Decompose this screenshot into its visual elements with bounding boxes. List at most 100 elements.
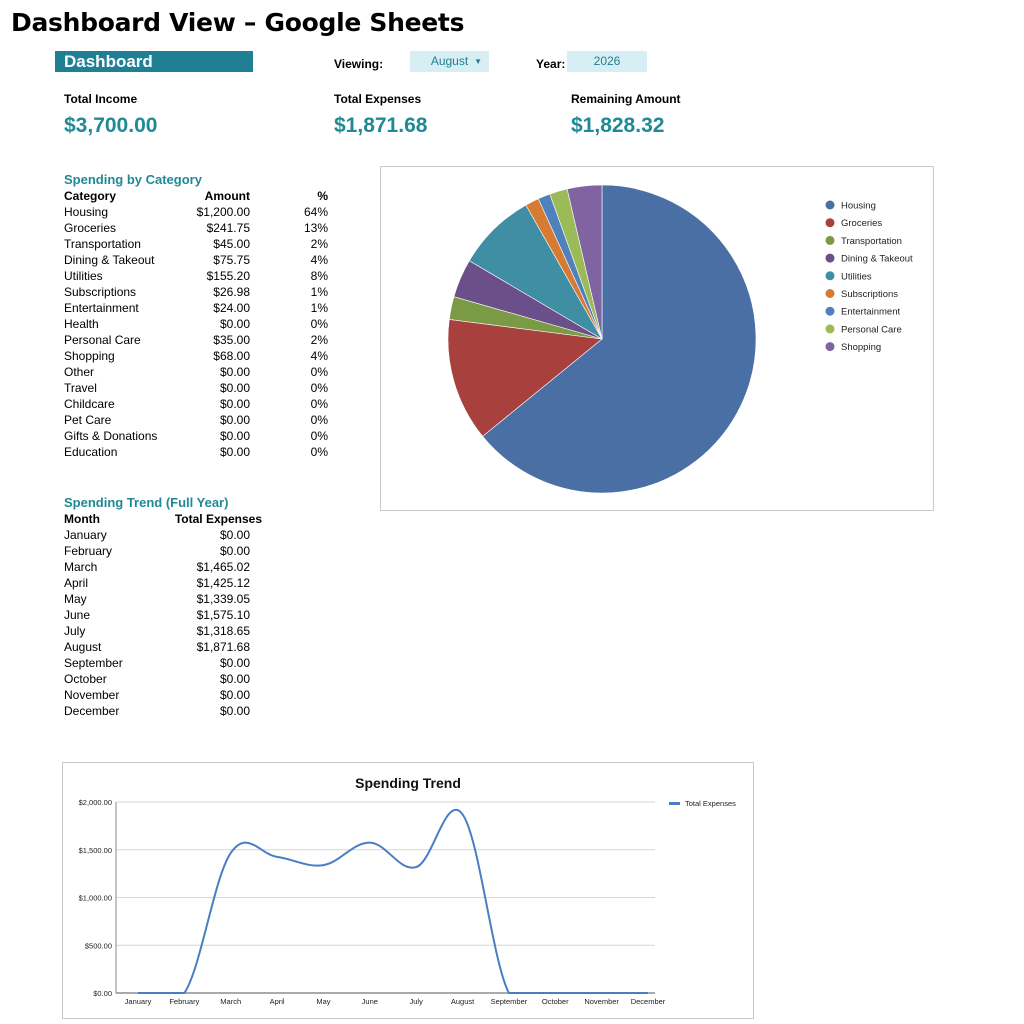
- category-amount: $24.00: [213, 301, 250, 315]
- category-name: Dining & Takeout: [64, 253, 155, 267]
- legend-marker: [825, 289, 835, 298]
- year-label: Year:: [536, 57, 566, 71]
- data-point: [183, 992, 185, 994]
- month-dropdown[interactable]: August ▼: [410, 51, 489, 72]
- trend-month: May: [64, 592, 87, 606]
- category-row: Housing $1,200.00 64%: [64, 204, 330, 220]
- data-point: [230, 852, 232, 854]
- percent-header: %: [317, 189, 328, 203]
- month-dropdown-value: August: [430, 54, 469, 68]
- legend-marker: [825, 200, 835, 210]
- x-tick-label: March: [220, 997, 241, 1006]
- category-percent: 0%: [310, 413, 328, 427]
- dashboard-banner: Dashboard: [55, 51, 253, 72]
- trend-value: $0.00: [219, 656, 250, 670]
- category-pie-chart: Housing Groceries Transportation Dining & T…: [380, 166, 934, 511]
- category-amount: $241.75: [206, 221, 250, 235]
- total-expenses-label: Total Expenses: [334, 92, 422, 106]
- trend-month: April: [64, 576, 89, 590]
- category-name: Shopping: [64, 349, 115, 363]
- category-percent: 0%: [310, 429, 328, 443]
- trend-row: September $0.00: [64, 655, 250, 671]
- legend-label: Transportation: [841, 236, 902, 247]
- pie-slice-shopping: [566, 184, 603, 340]
- pie-chart-svg: Housing Groceries Transportation Dining & T…: [447, 184, 913, 494]
- category-header: Category: [64, 189, 117, 203]
- category-percent: 4%: [310, 253, 328, 267]
- trend-row: December $0.00: [64, 703, 250, 719]
- trend-value: $0.00: [219, 528, 250, 542]
- trend-month: January: [64, 528, 107, 542]
- category-percent: 4%: [310, 349, 328, 363]
- legend-label: Total Expenses: [685, 799, 736, 808]
- trend-row: October $0.00: [64, 671, 250, 687]
- trend-month: October: [64, 672, 107, 686]
- trend-row: March $1,465.02: [64, 559, 250, 575]
- category-percent: 0%: [310, 365, 328, 379]
- x-tick-label: December: [631, 997, 666, 1006]
- trend-month: August: [64, 640, 102, 654]
- category-percent: 1%: [310, 285, 328, 299]
- trend-row: May $1,339.05: [64, 591, 250, 607]
- legend-label: Groceries: [841, 218, 882, 229]
- category-amount: $0.00: [219, 429, 250, 443]
- x-tick-label: April: [270, 997, 285, 1006]
- category-row: Transportation $45.00 2%: [64, 236, 330, 252]
- trend-month: December: [64, 704, 120, 718]
- category-amount: $0.00: [219, 397, 250, 411]
- category-amount: $0.00: [219, 317, 250, 331]
- category-name: Childcare: [64, 397, 115, 411]
- data-point: [462, 813, 464, 815]
- trend-row: November $0.00: [64, 687, 250, 703]
- trend-month: June: [64, 608, 91, 622]
- legend-label: Utilities: [841, 271, 872, 282]
- category-name: Housing: [64, 205, 109, 219]
- trend-value: $0.00: [219, 704, 250, 718]
- pie-slice-groceries: [447, 319, 603, 437]
- category-name: Transportation: [64, 237, 141, 251]
- data-point: [415, 866, 417, 868]
- data-point: [647, 992, 649, 994]
- category-percent: 0%: [310, 317, 328, 331]
- category-amount: $1,200.00: [196, 205, 250, 219]
- trend-value: $0.00: [219, 672, 250, 686]
- pie-slice-housing: [482, 184, 757, 494]
- trend-value: $1,575.10: [196, 608, 250, 622]
- legend-marker: [825, 218, 835, 228]
- trend-value: $1,871.68: [196, 640, 250, 654]
- data-point: [137, 992, 139, 994]
- category-row: Subscriptions $26.98 1%: [64, 284, 330, 300]
- category-amount: $35.00: [213, 333, 250, 347]
- remaining-amount-label: Remaining Amount: [571, 92, 681, 106]
- legend-marker: [825, 324, 835, 334]
- legend-label: Dining & Takeout: [841, 254, 913, 265]
- legend-marker: [825, 235, 835, 245]
- legend-marker: [825, 306, 835, 316]
- category-percent: 0%: [310, 397, 328, 411]
- line-legend: Total Expenses: [669, 799, 736, 808]
- category-name: Education: [64, 445, 118, 459]
- category-percent: 2%: [310, 237, 328, 251]
- year-input[interactable]: 2026: [567, 51, 647, 72]
- category-percent: 0%: [310, 381, 328, 395]
- trend-month: February: [64, 544, 113, 558]
- trend-row: February $0.00: [64, 543, 250, 559]
- month-header: Month: [64, 512, 100, 526]
- category-percent: 13%: [303, 221, 328, 235]
- legend-marker: [825, 253, 835, 263]
- x-tick-label: October: [542, 997, 569, 1006]
- category-name: Health: [64, 317, 99, 331]
- x-tick-label: June: [362, 997, 378, 1006]
- x-tick-label: July: [410, 997, 424, 1006]
- category-name: Personal Care: [64, 333, 141, 347]
- trend-month: July: [64, 624, 86, 638]
- legend-label: Shopping: [841, 342, 881, 353]
- line-chart-svg: Spending Trend $0.00 $500.00 $1,000.00 $1,50…: [79, 775, 736, 1006]
- y-tick-label: $500.00: [85, 941, 112, 950]
- category-row: Childcare $0.00 0%: [64, 396, 330, 412]
- trend-value: $1,339.05: [196, 592, 250, 606]
- trend-table-header: Month Total Expenses: [64, 511, 264, 527]
- category-amount: $45.00: [213, 237, 250, 251]
- x-tick-label: August: [451, 997, 475, 1006]
- data-point: [322, 864, 324, 866]
